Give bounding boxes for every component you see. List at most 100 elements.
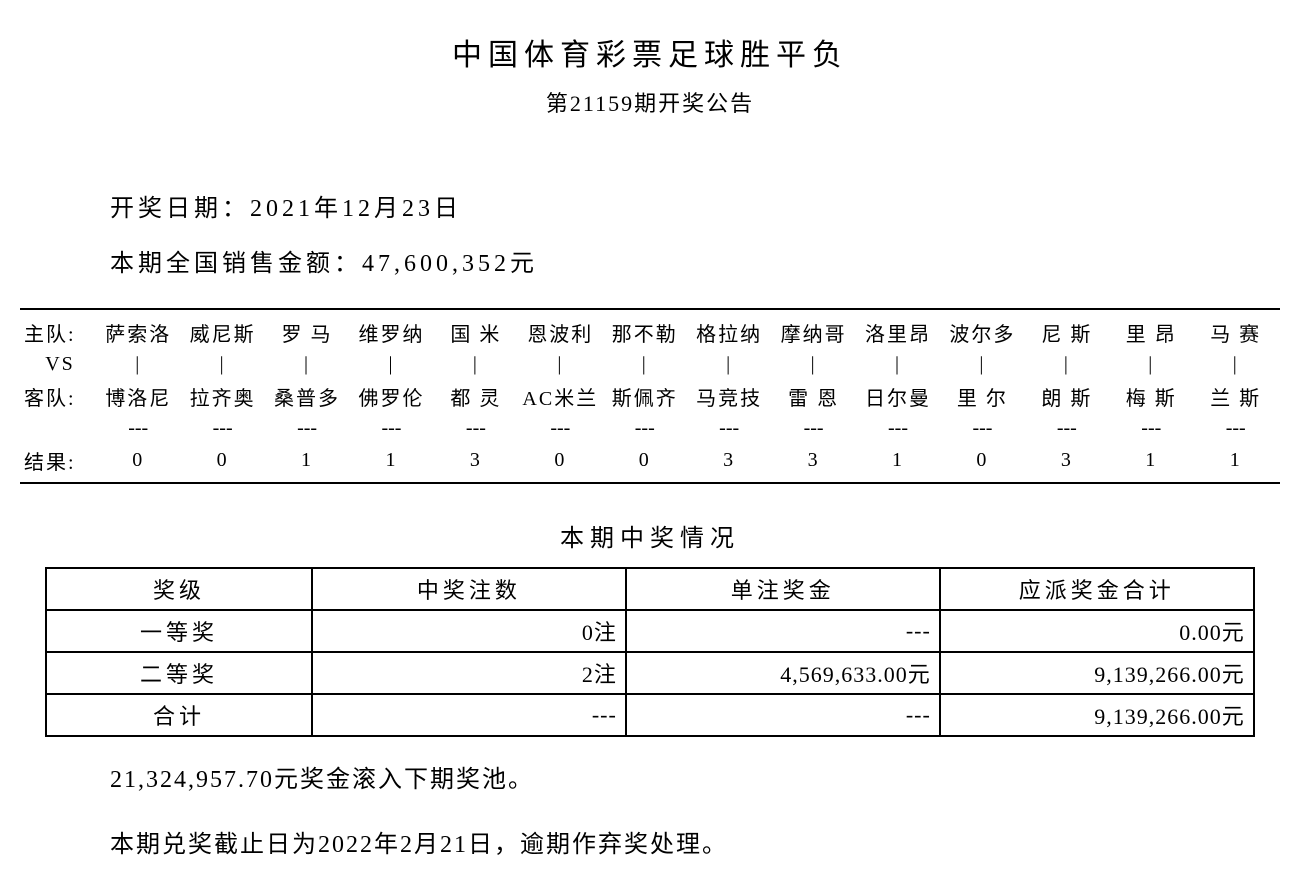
vs-cell: | bbox=[434, 353, 518, 376]
page-subtitle: 第21159期开奖公告 bbox=[20, 86, 1280, 118]
home-team-cell: 格拉纳 bbox=[687, 318, 771, 347]
page-title: 中国体育彩票足球胜平负 bbox=[20, 30, 1280, 74]
vs-row: VS |||||||||||||| bbox=[22, 348, 1278, 380]
result-cell: 0 bbox=[180, 449, 264, 472]
home-team-row: 主队: 萨索洛威尼斯罗 马维罗纳国 米恩波利那不勒格拉纳摩纳哥洛里昂波尔多尼 斯… bbox=[22, 316, 1278, 348]
result-cell: 0 bbox=[940, 449, 1024, 472]
prize-count-cell: 0注 bbox=[312, 610, 626, 652]
vs-cell: | bbox=[180, 353, 264, 376]
away-team-cell: 里 尔 bbox=[940, 382, 1024, 411]
lottery-announcement: 中国体育彩票足球胜平负 第21159期开奖公告 开奖日期：2021年12月23日… bbox=[20, 30, 1280, 859]
result-cell: 0 bbox=[96, 449, 180, 472]
sales-label: 本期全国销售金额： bbox=[110, 251, 362, 277]
prize-table: 奖级中奖注数单注奖金应派奖金合计 一等奖0注---0.00元二等奖2注4,569… bbox=[45, 567, 1255, 737]
home-team-cell: 国 米 bbox=[434, 318, 518, 347]
home-team-cell: 威尼斯 bbox=[180, 318, 264, 347]
home-team-cell: 里 昂 bbox=[1109, 318, 1193, 347]
away-team-cell: 日尔曼 bbox=[856, 382, 940, 411]
result-cell: 0 bbox=[603, 449, 687, 472]
prize-header-cell: 奖级 bbox=[46, 568, 312, 610]
away-team-cell: 朗 斯 bbox=[1025, 382, 1109, 411]
dash-cell: --- bbox=[687, 417, 771, 440]
result-cell: 1 bbox=[1109, 449, 1193, 472]
away-team-cell: 斯佩齐 bbox=[603, 382, 687, 411]
result-cell: 1 bbox=[1193, 449, 1277, 472]
dash-cell: --- bbox=[518, 417, 602, 440]
vs-cell: | bbox=[96, 353, 180, 376]
home-team-cell: 马 赛 bbox=[1193, 318, 1277, 347]
vs-label: VS bbox=[22, 353, 96, 376]
vs-cell: | bbox=[771, 353, 855, 376]
result-cell: 3 bbox=[771, 449, 855, 472]
dash-cell: --- bbox=[940, 417, 1024, 440]
home-team-cell: 罗 马 bbox=[265, 318, 349, 347]
match-results-table: 主队: 萨索洛威尼斯罗 马维罗纳国 米恩波利那不勒格拉纳摩纳哥洛里昂波尔多尼 斯… bbox=[20, 308, 1280, 484]
home-label: 主队: bbox=[22, 318, 96, 347]
away-team-cell: 兰 斯 bbox=[1193, 382, 1277, 411]
result-cell: 3 bbox=[687, 449, 771, 472]
vs-cell: | bbox=[518, 353, 602, 376]
away-team-cell: 桑普多 bbox=[265, 382, 349, 411]
prize-count-cell: --- bbox=[312, 694, 626, 736]
away-team-cell: 马竞技 bbox=[687, 382, 771, 411]
home-team-cell: 摩纳哥 bbox=[771, 318, 855, 347]
prize-total-cell: 9,139,266.00元 bbox=[940, 652, 1254, 694]
vs-cell: | bbox=[1025, 353, 1109, 376]
dash-cell: --- bbox=[349, 417, 433, 440]
vs-cell: | bbox=[1109, 353, 1193, 376]
home-team-cell: 波尔多 bbox=[940, 318, 1024, 347]
prize-row: 合计------9,139,266.00元 bbox=[46, 694, 1254, 736]
result-cell: 0 bbox=[518, 449, 602, 472]
draw-date-line: 开奖日期：2021年12月23日 bbox=[110, 188, 1280, 223]
result-cell: 3 bbox=[434, 449, 518, 472]
away-team-cell: 拉齐奥 bbox=[180, 382, 264, 411]
away-team-cell: 梅 斯 bbox=[1109, 382, 1193, 411]
dash-cell: --- bbox=[771, 417, 855, 440]
vs-cell: | bbox=[1193, 353, 1277, 376]
dash-cell: --- bbox=[180, 417, 264, 440]
result-row: 结果: 00113003310311 bbox=[22, 444, 1278, 476]
away-team-cell: 佛罗伦 bbox=[349, 382, 433, 411]
prize-header-row: 奖级中奖注数单注奖金应派奖金合计 bbox=[46, 568, 1254, 610]
dash-cell: --- bbox=[434, 417, 518, 440]
dash-cell: --- bbox=[856, 417, 940, 440]
deadline-line: 本期兑奖截止日为2022年2月21日，逾期作弃奖处理。 bbox=[110, 824, 1280, 859]
home-team-cell: 恩波利 bbox=[518, 318, 602, 347]
prize-row: 二等奖2注4,569,633.00元9,139,266.00元 bbox=[46, 652, 1254, 694]
vs-cell: | bbox=[603, 353, 687, 376]
prize-level-cell: 合计 bbox=[46, 694, 312, 736]
prize-count-cell: 2注 bbox=[312, 652, 626, 694]
prize-level-cell: 一等奖 bbox=[46, 610, 312, 652]
dash-cell: --- bbox=[603, 417, 687, 440]
home-team-cell: 尼 斯 bbox=[1025, 318, 1109, 347]
prize-total-cell: 0.00元 bbox=[940, 610, 1254, 652]
result-cell: 1 bbox=[265, 449, 349, 472]
dash-cell: --- bbox=[96, 417, 180, 440]
result-label: 结果: bbox=[22, 446, 96, 475]
dash-cell: --- bbox=[1109, 417, 1193, 440]
away-team-cell: AC米兰 bbox=[518, 382, 602, 411]
result-cell: 1 bbox=[856, 449, 940, 472]
prize-unit-cell: --- bbox=[626, 610, 940, 652]
dash-cell: --- bbox=[265, 417, 349, 440]
dash-cell: --- bbox=[1025, 417, 1109, 440]
result-cell: 3 bbox=[1025, 449, 1109, 472]
prize-section-title: 本期中奖情况 bbox=[20, 518, 1280, 553]
prize-header-cell: 单注奖金 bbox=[626, 568, 940, 610]
sales-value: 47,600,352元 bbox=[362, 251, 538, 277]
rollover-line: 21,324,957.70元奖金滚入下期奖池。 bbox=[110, 759, 1280, 794]
vs-cell: | bbox=[265, 353, 349, 376]
prize-unit-cell: --- bbox=[626, 694, 940, 736]
prize-total-cell: 9,139,266.00元 bbox=[940, 694, 1254, 736]
vs-cell: | bbox=[349, 353, 433, 376]
away-team-cell: 雷 恩 bbox=[771, 382, 855, 411]
prize-row: 一等奖0注---0.00元 bbox=[46, 610, 1254, 652]
away-label: 客队: bbox=[22, 382, 96, 411]
away-team-cell: 都 灵 bbox=[434, 382, 518, 411]
prize-level-cell: 二等奖 bbox=[46, 652, 312, 694]
vs-cell: | bbox=[687, 353, 771, 376]
dash-row: ----------------------------------------… bbox=[22, 412, 1278, 444]
dash-cell: --- bbox=[1193, 417, 1277, 440]
home-team-cell: 维罗纳 bbox=[349, 318, 433, 347]
vs-cell: | bbox=[856, 353, 940, 376]
